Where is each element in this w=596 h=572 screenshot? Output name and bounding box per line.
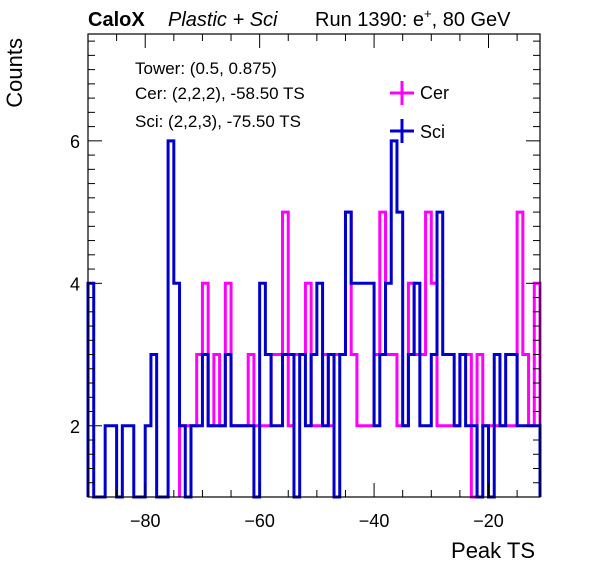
subtitle-label: Plastic + Sci [168,9,278,31]
run-label: Run 1390: e+, 80 GeV [315,6,511,31]
info-sci: Sci: (2,2,3), -75.50 TS [135,112,301,131]
y-tick-label: 6 [70,132,80,152]
run-prefix: Run 1390: e [315,9,424,31]
x-tick-label: −60 [244,511,275,531]
run-superscript: + [424,6,432,21]
brand-label: CaloX [88,9,145,31]
y-axis-title: Counts [2,38,27,108]
legend-marker-cer [390,81,414,105]
info-tower: Tower: (0.5, 0.875) [135,59,277,78]
x-tick-label: −80 [130,511,161,531]
legend-label-sci: Sci [420,122,445,142]
y-tick-label: 2 [70,417,80,437]
x-tick-label: −20 [473,511,504,531]
info-cer: Cer: (2,2,2), -58.50 TS [135,84,305,103]
legend-label-cer: Cer [420,83,449,103]
legend-marker-sci [390,119,414,143]
x-axis-title: Peak TS [451,538,535,563]
x-tick-label: −40 [359,511,390,531]
run-suffix: , 80 GeV [432,9,512,31]
axes-layer: −80 −60 −40 −20 2 4 6 [70,33,541,531]
plot-frame [87,33,541,498]
legend: Cer Sci [390,81,449,143]
y-tick-label: 4 [70,274,80,294]
